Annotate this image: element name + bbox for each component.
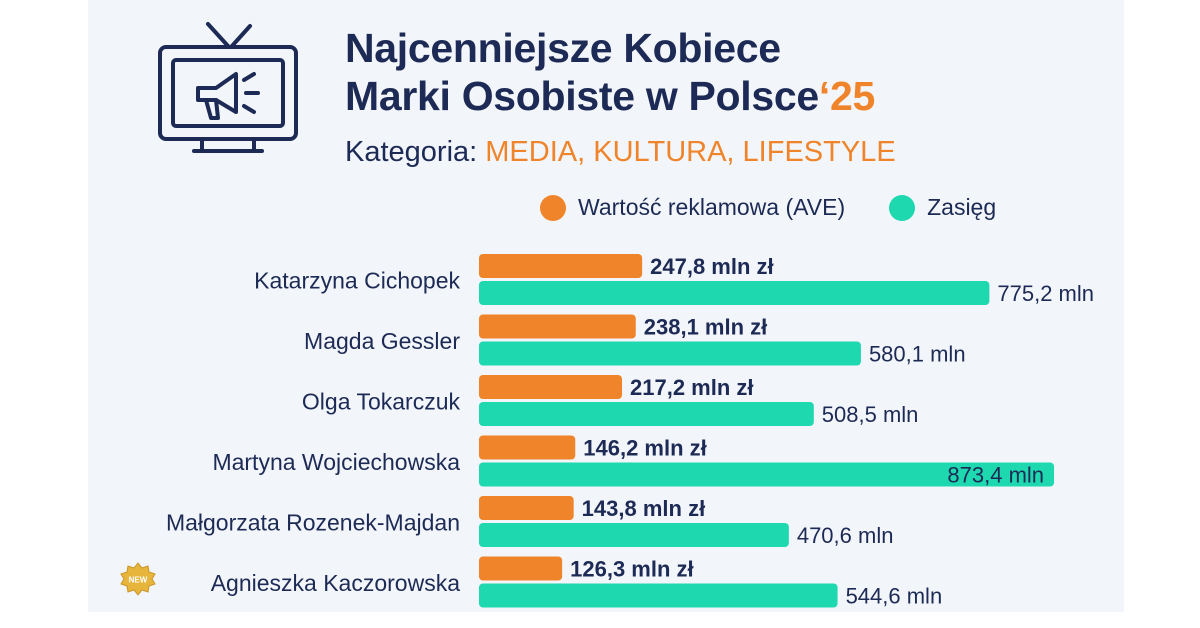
data-label-ave: 146,2 mln zł bbox=[583, 436, 707, 461]
data-label-reach: 470,6 mln bbox=[797, 523, 894, 548]
bar-ave bbox=[479, 435, 576, 460]
data-label-reach: 544,6 mln bbox=[846, 584, 943, 609]
subtitle-label: Kategoria: bbox=[345, 136, 478, 168]
bar-ave bbox=[479, 556, 563, 581]
background-panel bbox=[88, 0, 1124, 612]
bar-reach bbox=[479, 583, 838, 608]
data-label-ave: 217,2 mln zł bbox=[630, 375, 754, 400]
title-year: ‘25 bbox=[818, 73, 875, 119]
data-label-reach: 775,2 mln bbox=[997, 281, 1094, 306]
bar-ave bbox=[479, 496, 574, 520]
category-label: Agnieszka Kaczorowska bbox=[211, 570, 460, 596]
subtitle-category: MEDIA, KULTURA, LIFESTYLE bbox=[485, 136, 896, 168]
bar-ave bbox=[479, 254, 643, 278]
chart-title: Najcenniejsze Kobiece Marki Osobiste w Po… bbox=[345, 24, 875, 120]
data-label-ave: 238,1 mln zł bbox=[644, 315, 768, 340]
bar-reach bbox=[479, 281, 990, 305]
data-label-ave: 247,8 mln zł bbox=[650, 254, 774, 279]
bar-ave bbox=[479, 375, 623, 399]
chart-legend: Wartość reklamowa (AVE) Zasięg bbox=[540, 194, 996, 221]
title-line-1: Najcenniejsze Kobiece bbox=[345, 25, 781, 71]
tv-megaphone-icon bbox=[158, 22, 298, 153]
data-label-ave: 126,3 mln zł bbox=[570, 557, 694, 582]
new-badge-icon: NEW bbox=[120, 562, 156, 596]
data-label-ave: 143,8 mln zł bbox=[582, 496, 706, 521]
category-label: Martyna Wojciechowska bbox=[212, 449, 460, 475]
bar-reach bbox=[479, 462, 1055, 487]
legend-swatch-ave bbox=[540, 194, 566, 221]
data-label-reach: 873,4 mln bbox=[947, 463, 1044, 488]
legend-label-ave: Wartość reklamowa (AVE) bbox=[578, 194, 846, 220]
bar-ave bbox=[479, 314, 636, 339]
data-label-reach: 580,1 mln bbox=[869, 342, 966, 367]
category-label: Małgorzata Rozenek-Majdan bbox=[166, 510, 460, 536]
legend-item-reach: Zasięg bbox=[889, 194, 996, 221]
legend-label-reach: Zasięg bbox=[927, 194, 997, 220]
legend-swatch-reach bbox=[889, 194, 916, 221]
category-label: Katarzyna Cichopek bbox=[254, 268, 460, 294]
bar-reach bbox=[479, 341, 861, 366]
chart-subtitle: Kategoria: MEDIA, KULTURA, LIFESTYLE bbox=[345, 136, 896, 169]
bar-reach bbox=[479, 523, 789, 547]
legend-item-ave: Wartość reklamowa (AVE) bbox=[540, 194, 845, 221]
category-label: Magda Gessler bbox=[304, 328, 460, 354]
new-badge-label: NEW bbox=[129, 576, 148, 585]
bar-reach bbox=[479, 402, 814, 426]
category-label: Olga Tokarczuk bbox=[302, 389, 461, 415]
data-label-reach: 508,5 mln bbox=[822, 402, 919, 427]
title-line-2: Marki Osobiste w Polsce bbox=[345, 73, 819, 119]
